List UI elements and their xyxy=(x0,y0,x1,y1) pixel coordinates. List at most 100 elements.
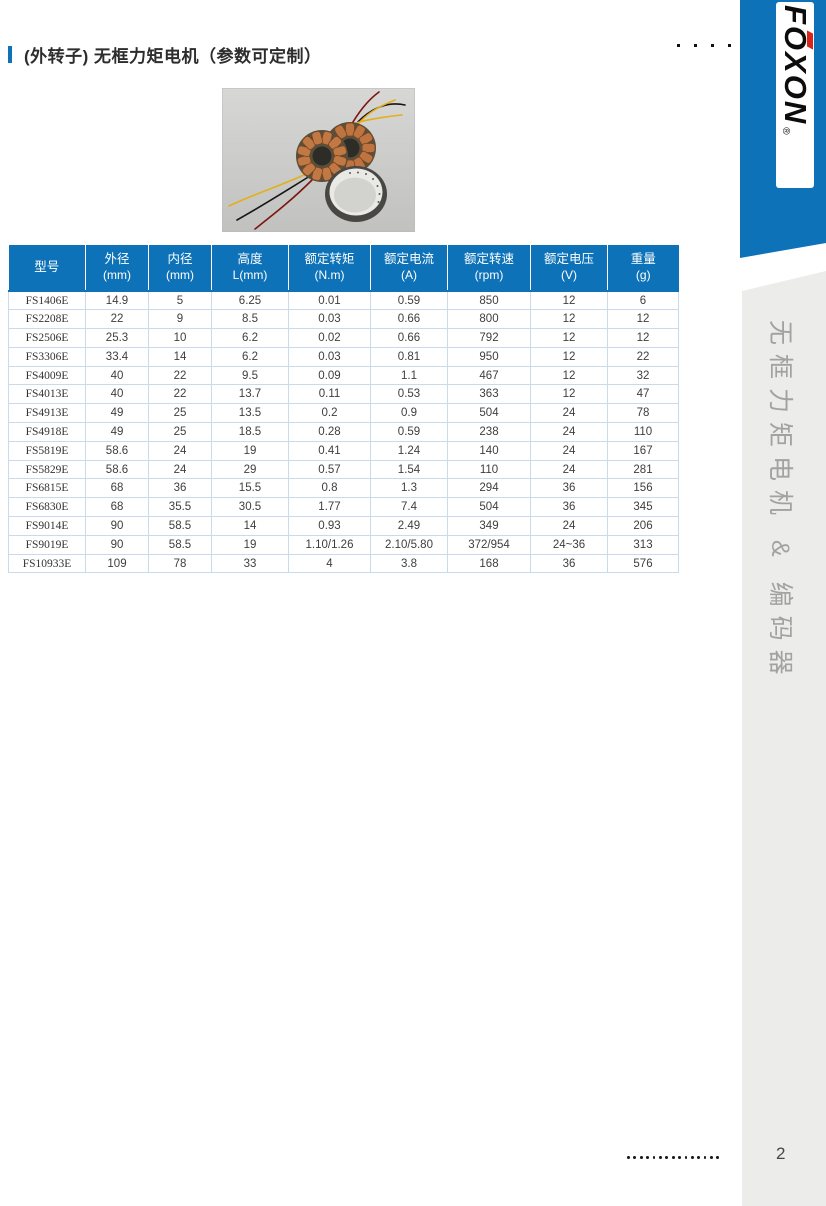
rotor-ring xyxy=(325,166,387,222)
spec-cell: 0.2 xyxy=(288,403,371,424)
table-row: FS10933E 109 78 33 4 3.8 168 36 576 xyxy=(8,554,679,574)
product-photo xyxy=(222,88,415,232)
spec-cell: 4 xyxy=(288,554,371,574)
spec-cell: 576 xyxy=(607,554,679,574)
spec-cell: 24 xyxy=(530,516,608,536)
spec-cell: 32 xyxy=(607,366,679,386)
spec-cell: 800 xyxy=(447,309,531,330)
table-row: FS6830E 68 35.5 30.5 1.77 7.4 504 36 345 xyxy=(8,497,679,518)
spec-cell: 25 xyxy=(148,403,212,424)
column-header: 额定电流 (A) xyxy=(370,245,448,291)
spec-cell: 12 xyxy=(530,384,608,405)
spec-cell: 33.4 xyxy=(85,347,149,367)
spec-cell: 12 xyxy=(530,366,608,386)
spec-cell: 58.5 xyxy=(148,516,212,536)
spec-cell: 6.25 xyxy=(211,290,289,311)
spec-cell: 14.9 xyxy=(85,290,149,311)
dot xyxy=(690,1156,694,1159)
spec-cell: 1.54 xyxy=(370,460,448,480)
spec-cell: 467 xyxy=(447,366,531,386)
dot xyxy=(697,1156,701,1159)
spec-cell: 10 xyxy=(148,328,212,348)
model-cell: FS5819E xyxy=(8,441,86,461)
dot xyxy=(711,44,714,47)
model-cell: FS1406E xyxy=(8,290,86,311)
spec-cell: 140 xyxy=(447,441,531,461)
spec-cell: 0.59 xyxy=(370,422,448,442)
spec-cell: 9 xyxy=(148,309,212,330)
registered-mark-icon: ® xyxy=(780,127,791,135)
model-cell: FS2506E xyxy=(8,328,86,348)
dot xyxy=(665,1156,669,1159)
table-row: FS4918E 49 25 18.5 0.28 0.59 238 24 110 xyxy=(8,422,679,442)
spec-cell: 78 xyxy=(148,554,212,574)
spec-cell: 12 xyxy=(607,328,679,348)
spec-cell: 850 xyxy=(447,290,531,311)
spec-cell: 25.3 xyxy=(85,328,149,348)
spec-cell: 8.5 xyxy=(211,309,289,330)
wires-bottom xyxy=(228,173,313,230)
column-header: 高度 L(mm) xyxy=(211,245,289,291)
spec-cell: 5 xyxy=(148,290,212,311)
spec-cell: 35.5 xyxy=(148,497,212,518)
model-cell: FS6830E xyxy=(8,497,86,518)
stator-coil-left xyxy=(296,130,348,182)
spec-cell: 7.4 xyxy=(370,497,448,518)
spec-cell: 363 xyxy=(447,384,531,405)
spec-cell: 25 xyxy=(148,422,212,442)
dot xyxy=(671,1156,675,1159)
spec-cell: 12 xyxy=(530,290,608,311)
spec-cell: 22 xyxy=(607,347,679,367)
spec-cell: 0.9 xyxy=(370,403,448,424)
model-cell: FS4918E xyxy=(8,422,86,442)
spec-cell: 110 xyxy=(607,422,679,442)
spec-cell: 9.5 xyxy=(211,366,289,386)
spec-cell: 238 xyxy=(447,422,531,442)
table-row: FS1406E 14.9 5 6.25 0.01 0.59 850 12 6 xyxy=(8,290,679,311)
spec-cell: 3.8 xyxy=(370,554,448,574)
spec-cell: 49 xyxy=(85,422,149,442)
spec-cell: 372/954 xyxy=(447,535,531,555)
spec-cell: 29 xyxy=(211,460,289,480)
dot xyxy=(646,1156,649,1159)
section-title-row: (外转子) 无框力矩电机（参数可定制） xyxy=(8,42,322,67)
spec-cell: 14 xyxy=(211,516,289,536)
dot xyxy=(684,1156,688,1159)
spec-cell: 0.93 xyxy=(288,516,371,536)
model-cell: FS10933E xyxy=(8,554,86,574)
dot xyxy=(627,1156,630,1159)
model-cell: FS6815E xyxy=(8,478,86,499)
spec-cell: 0.8 xyxy=(288,478,371,499)
table-row: FS2208E 22 9 8.5 0.03 0.66 800 12 12 xyxy=(8,309,679,330)
spec-cell: 12 xyxy=(607,309,679,330)
model-cell: FS5829E xyxy=(8,460,86,480)
spec-cell: 36 xyxy=(530,497,608,518)
spec-cell: 13.5 xyxy=(211,403,289,424)
spec-cell: 68 xyxy=(85,478,149,499)
spec-cell: 24~36 xyxy=(530,535,608,555)
model-cell: FS4913E xyxy=(8,403,86,424)
brand-ribbon: FOXON ® xyxy=(740,0,826,258)
table-row: FS6815E 68 36 15.5 0.8 1.3 294 36 156 xyxy=(8,478,679,499)
model-cell: FS4013E xyxy=(8,384,86,405)
column-header: 额定转矩 (N.m) xyxy=(288,245,371,291)
top-dots-decoration xyxy=(677,44,731,47)
column-header: 外径 (mm) xyxy=(85,245,149,291)
spec-cell: 2.10/5.80 xyxy=(370,535,448,555)
spec-cell: 2.49 xyxy=(370,516,448,536)
spec-cell: 349 xyxy=(447,516,531,536)
spec-cell: 13.7 xyxy=(211,384,289,405)
spec-cell: 281 xyxy=(607,460,679,480)
spec-cell: 30.5 xyxy=(211,497,289,518)
spec-cell: 1.24 xyxy=(370,441,448,461)
dot xyxy=(716,1156,720,1159)
spec-cell: 14 xyxy=(148,347,212,367)
spec-cell: 78 xyxy=(607,403,679,424)
spec-cell: 18.5 xyxy=(211,422,289,442)
spec-cell: 156 xyxy=(607,478,679,499)
spec-cell: 0.01 xyxy=(288,290,371,311)
spec-cell: 345 xyxy=(607,497,679,518)
spec-cell: 58.6 xyxy=(85,460,149,480)
spec-cell: 0.66 xyxy=(370,328,448,348)
column-header: 额定电压 (V) xyxy=(530,245,608,291)
